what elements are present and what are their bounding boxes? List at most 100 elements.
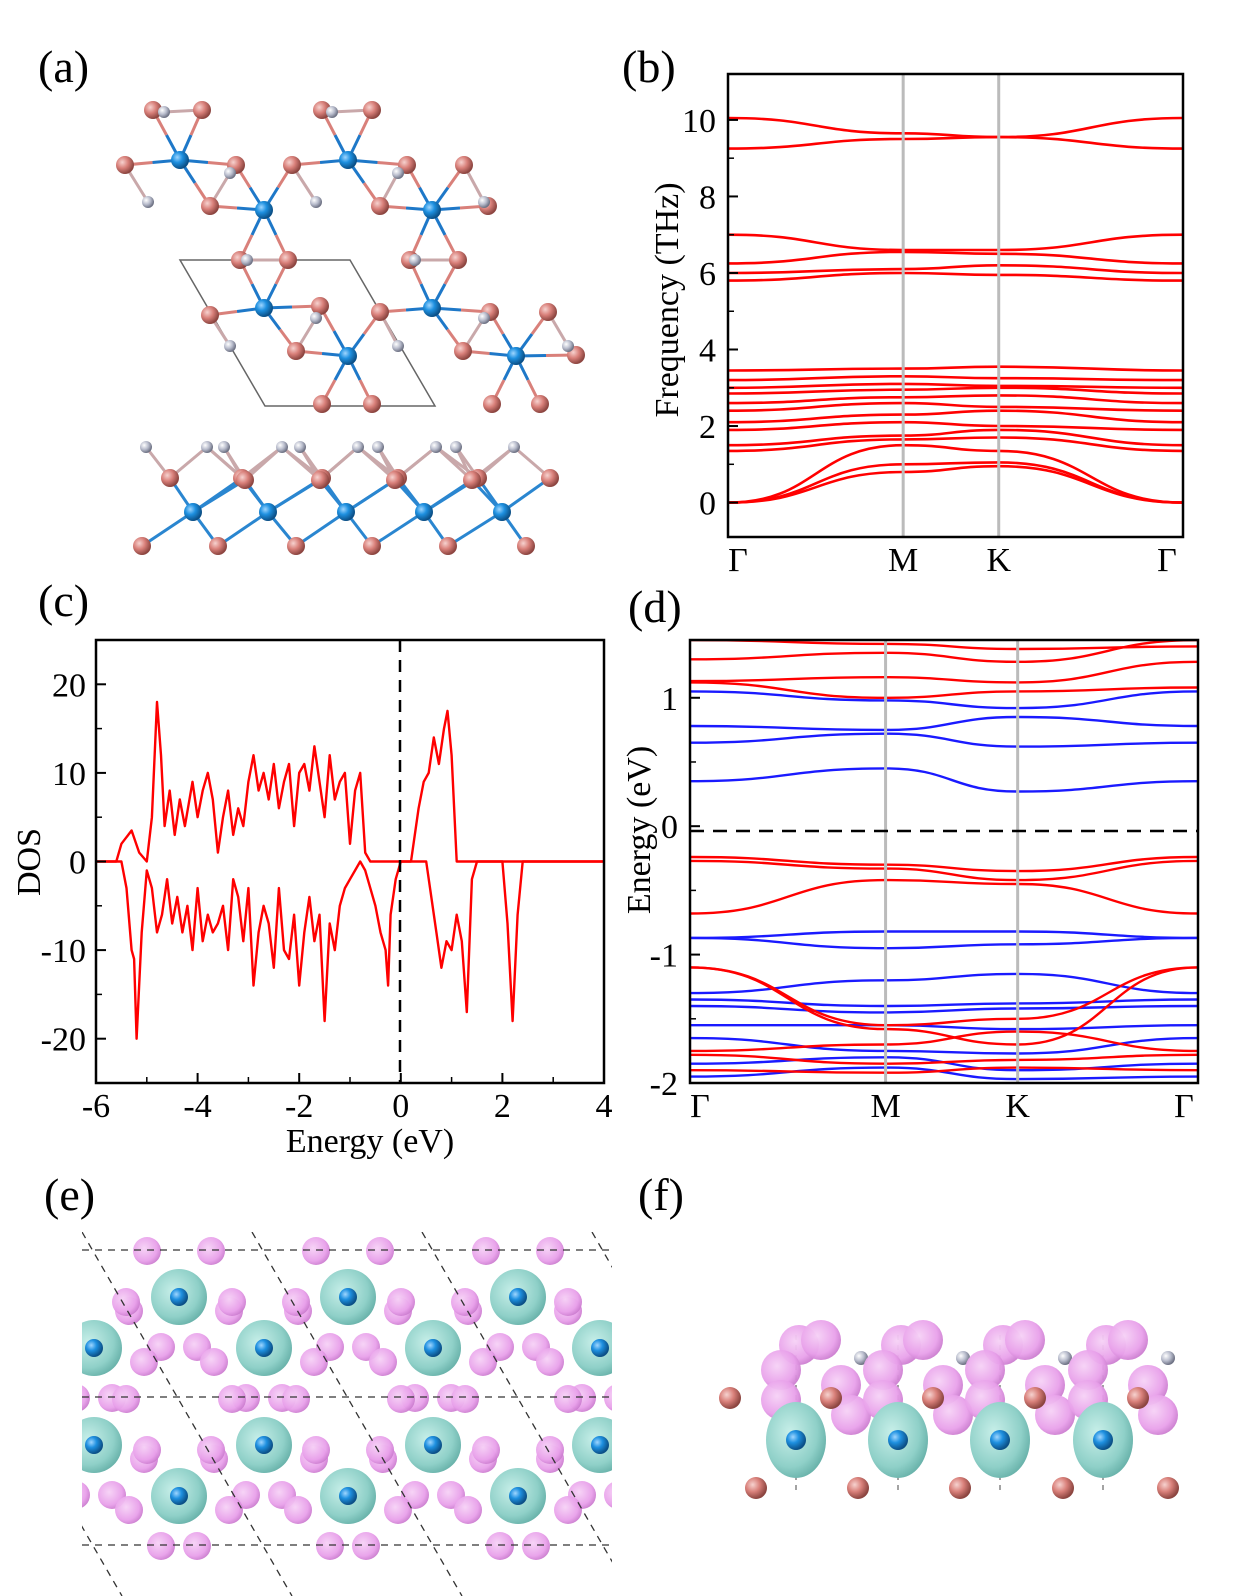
- anion-atom: [313, 101, 331, 119]
- spin-up-lobe: [454, 1496, 482, 1524]
- y-axis-label: Energy (eV): [621, 746, 658, 914]
- kpoint-label: M: [870, 1088, 900, 1125]
- panel-c-label: (c): [38, 575, 89, 626]
- spin-up-lobe: [366, 1237, 394, 1265]
- light-atom: [310, 312, 322, 324]
- spin-up-lobe: [1005, 1320, 1045, 1360]
- spin-up-lobe: [130, 1348, 158, 1376]
- phonon-band-17: [727, 233, 1184, 252]
- metal-atom: [259, 503, 277, 521]
- anion-atom: [236, 471, 254, 489]
- phonon-band-10: [727, 386, 1184, 395]
- spin-up-lobe: [133, 1436, 161, 1464]
- anion-atom: [1052, 1477, 1074, 1499]
- y-ticks: -2 -1 0 1: [650, 681, 700, 1103]
- band-up-10: [690, 1030, 1198, 1053]
- metal-atom: [591, 1436, 609, 1454]
- bond: [217, 510, 269, 548]
- light-atom: [478, 196, 490, 208]
- cell-boundary-diagonal: [82, 1525, 123, 1596]
- spin-up-lobe: [352, 1532, 380, 1560]
- light-atom: [201, 441, 213, 453]
- bond: [141, 510, 194, 548]
- band-dn-10: [690, 1023, 1198, 1031]
- spin-up-lobe: [1035, 1395, 1075, 1435]
- metal-atom: [255, 201, 273, 219]
- metal-atom: [990, 1430, 1010, 1450]
- metal-atom: [424, 1436, 442, 1454]
- band-dn-13: [690, 1066, 1198, 1081]
- y-axis-label: DOS: [11, 828, 48, 896]
- metal-atom: [509, 1288, 527, 1306]
- spin-up-lobe: [472, 1436, 500, 1464]
- spin-up-lobe: [636, 1445, 664, 1473]
- spin-up-lobe: [863, 1350, 903, 1390]
- light-atom: [1058, 1351, 1072, 1365]
- kpoint-label: Γ: [690, 1088, 710, 1125]
- bond: [423, 478, 473, 514]
- light-atom: [158, 106, 170, 118]
- spin-up-lobe: [604, 1385, 612, 1411]
- metal-atom: [255, 299, 273, 317]
- spin-up-lobe: [302, 1436, 330, 1464]
- light-atom: [224, 167, 236, 179]
- band-dn-2: [690, 732, 1198, 748]
- x-tick-label: 2: [494, 1088, 511, 1125]
- anion-atom: [483, 395, 501, 413]
- x-tick-label: -6: [82, 1088, 110, 1125]
- spin-up-lobe: [536, 1237, 564, 1265]
- anion-atom: [313, 395, 331, 413]
- anion-atom: [363, 101, 381, 119]
- y-ticks: 0 2 4 6 8 10: [682, 103, 738, 523]
- bond: [295, 510, 347, 548]
- spin-up-lobe: [215, 1496, 243, 1524]
- y-tick-label: 10: [682, 103, 716, 140]
- spin-density-side-view: [719, 1320, 1179, 1499]
- panel-e-label: (e): [44, 1169, 95, 1220]
- metal-atom: [337, 503, 355, 521]
- spin-up-lobe: [302, 1237, 330, 1265]
- kpoint-lines: [884, 640, 1020, 1083]
- spin-up-lobe: [1068, 1350, 1108, 1390]
- metal-atom: [424, 1339, 442, 1357]
- anion-atom: [371, 197, 389, 215]
- band-up-6: [690, 859, 1198, 882]
- anion-atom: [1024, 1387, 1046, 1409]
- kpoint-label: Γ: [1174, 1088, 1194, 1125]
- phonon-band-9: [727, 394, 1184, 405]
- band-up-2: [690, 660, 1198, 684]
- anion-atom: [539, 303, 557, 321]
- y-tick-label: -10: [41, 933, 86, 970]
- band-dn-9: [690, 1004, 1198, 1014]
- spin-up-lobe: [554, 1385, 582, 1413]
- light-atom: [241, 254, 253, 266]
- band-structure-chart: -2 -1 0 1 Γ M K Γ Energy (eV): [621, 638, 1200, 1125]
- band-up-9: [690, 966, 1198, 1027]
- spin-up-lobe: [451, 1385, 479, 1413]
- light-atom: [218, 441, 230, 453]
- light-atom: [409, 254, 421, 266]
- band-up-3: [690, 640, 1198, 664]
- band-up-12: [690, 1066, 1198, 1074]
- spin-up-lobe: [218, 1385, 246, 1413]
- light-atom: [508, 441, 520, 453]
- dos-curves: [96, 700, 604, 1040]
- spin-up-lobe: [536, 1348, 564, 1376]
- light-atom: [142, 196, 154, 208]
- spin-up-lobe: [82, 1482, 90, 1508]
- light-atom: [392, 340, 404, 352]
- anion-atom: [455, 156, 473, 174]
- bond: [192, 478, 246, 514]
- band-dn-6: [690, 936, 1198, 950]
- light-atom: [276, 441, 288, 453]
- light-atom: [392, 167, 404, 179]
- light-atom: [372, 441, 384, 453]
- structure-atoms: [116, 101, 585, 555]
- spin-up-lobe: [831, 1395, 871, 1435]
- x-tick-label: -2: [285, 1088, 313, 1125]
- anion-atom: [745, 1477, 767, 1499]
- anion-atom: [820, 1387, 842, 1409]
- kpoint-lines: [901, 74, 1001, 537]
